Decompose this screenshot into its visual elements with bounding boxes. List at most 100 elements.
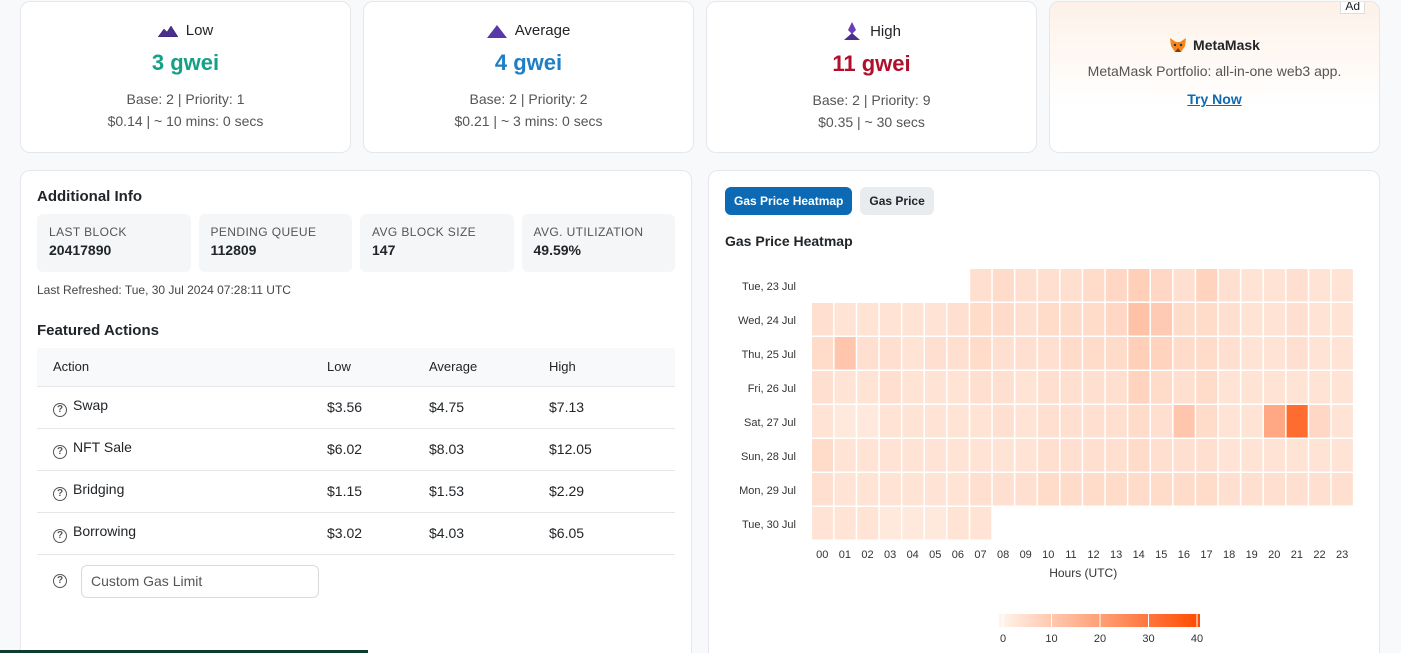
heatmap-cell (925, 439, 947, 472)
x-tick-label: 07 (974, 549, 986, 561)
heatmap-cell (1128, 405, 1150, 438)
gas-price: 3 gwei (151, 50, 220, 75)
heatmap-cell (834, 371, 856, 404)
heatmap-cell (1083, 269, 1105, 302)
tier-label: Average (514, 22, 571, 39)
cell-low: $3.56 (311, 385, 413, 428)
ad-tag: Ad (1340, 2, 1365, 14)
help-icon[interactable]: ? (53, 487, 67, 501)
stat-label: AVG. UTILIZATION (533, 225, 644, 239)
heatmap-cell (1128, 337, 1150, 370)
heatmap-cell (970, 405, 992, 438)
heatmap-cell (1083, 405, 1105, 438)
action-name: NFT Sale (73, 439, 132, 455)
cell-low: $3.02 (311, 511, 413, 554)
help-icon[interactable]: ? (53, 445, 67, 459)
column-header: Average (429, 359, 478, 375)
heatmap-cell (1309, 269, 1331, 302)
tab-gas-price[interactable]: Gas Price (860, 187, 934, 215)
heatmap-cell (1331, 337, 1353, 370)
heatmap-cell (1218, 473, 1240, 506)
tier-label: Low (185, 22, 214, 39)
stat-avg-utilization: AVG. UTILIZATION 49.59% (521, 214, 675, 272)
tier-label: High (870, 22, 901, 40)
heatmap-cell (902, 337, 924, 370)
cell-average: $4.03 (413, 511, 533, 554)
heatmap-cell (1060, 405, 1082, 438)
heatmap-cell (992, 405, 1014, 438)
heatmap-cell (1105, 371, 1127, 404)
heatmap-cell (1264, 473, 1286, 506)
heatmap-cell (1128, 473, 1150, 506)
heatmap-cell (1083, 303, 1105, 336)
table-row: ? Swap $3.56 $4.75 $7.13 (37, 385, 675, 428)
heatmap-cell (879, 371, 901, 404)
x-tick-label: 06 (952, 549, 964, 561)
x-tick-label: 04 (907, 549, 919, 561)
heatmap-cell (834, 473, 856, 506)
heatmap-cell (1196, 473, 1218, 506)
try-now-link[interactable]: Try Now (1187, 91, 1242, 107)
x-tick-label: 02 (861, 549, 873, 561)
heatmap-cell (1264, 303, 1286, 336)
x-tick-label: 20 (1268, 549, 1280, 561)
heatmap-cell (1015, 405, 1037, 438)
heatmap-cell (1264, 405, 1286, 438)
heatmap-cell (947, 303, 969, 336)
heatmap-cell (834, 439, 856, 472)
tab-gas-price-heatmap[interactable]: Gas Price Heatmap (725, 187, 853, 215)
heatmap-cell (970, 473, 992, 506)
heatmap-cell (992, 269, 1014, 302)
y-tick-label: Mon, 29 Jul (739, 485, 796, 497)
heatmap-cell (857, 473, 879, 506)
heatmap-cell (857, 371, 879, 404)
gas-card-low: Low 3 gwei Base: 2 | Priority: 1 $0.14 | … (20, 1, 351, 153)
heatmap-cell (925, 371, 947, 404)
heatmap-cell (902, 371, 924, 404)
heatmap-cell (1038, 337, 1060, 370)
heatmap-cell (1286, 269, 1308, 302)
mountain-icon (486, 24, 507, 38)
action-name: Bridging (73, 481, 125, 497)
heatmap-cell (1038, 303, 1060, 336)
x-tick-label: 11 (1065, 549, 1076, 561)
cost-time: $0.14 | ~ 10 mins: 0 secs (107, 113, 264, 129)
heatmap-cell (1241, 473, 1263, 506)
heatmap-cell (1309, 405, 1331, 438)
heatmap-cell (1151, 473, 1173, 506)
heatmap-cell (1196, 269, 1218, 302)
heatmap-cell (1038, 269, 1060, 302)
heatmap-cell (970, 269, 992, 302)
heatmap-cell (1173, 473, 1195, 506)
heatmap-cell (1218, 371, 1240, 404)
help-icon[interactable]: ? (53, 574, 67, 588)
heatmap-cell (992, 473, 1014, 506)
heatmap-cell (1128, 439, 1150, 472)
heatmap-cell (902, 439, 924, 472)
heatmap-cell (970, 303, 992, 336)
heatmap-cell (902, 507, 924, 540)
heatmap-cell (1331, 405, 1353, 438)
cost-time: $0.21 | ~ 3 mins: 0 secs (454, 113, 603, 129)
table-row: ? Borrowing $3.02 $4.03 $6.05 (37, 511, 675, 554)
x-tick-label: 19 (1246, 549, 1258, 561)
x-tick-label: 21 (1291, 549, 1303, 561)
x-tick-label: 22 (1313, 549, 1325, 561)
heatmap-cell (1060, 473, 1082, 506)
custom-gas-limit-input[interactable] (81, 564, 319, 598)
heatmap-cell (925, 405, 947, 438)
heatmap-cell (812, 473, 834, 506)
color-scale-label: 40 (1191, 633, 1203, 645)
heatmap-cell (1060, 303, 1082, 336)
additional-info-title: Additional Info (37, 188, 142, 205)
ad-card[interactable]: Ad MetaMask MetaMask Portfolio: all-in-o… (1049, 1, 1380, 153)
heatmap-cell (857, 439, 879, 472)
heatmap-cell (925, 337, 947, 370)
heatmap-cell (1241, 439, 1263, 472)
heatmap-cell (857, 405, 879, 438)
help-icon[interactable]: ? (53, 403, 67, 417)
heatmap-cell (879, 507, 901, 540)
help-icon[interactable]: ? (53, 529, 67, 543)
heatmap-cell (992, 303, 1014, 336)
y-tick-label: Thu, 25 Jul (742, 349, 796, 361)
